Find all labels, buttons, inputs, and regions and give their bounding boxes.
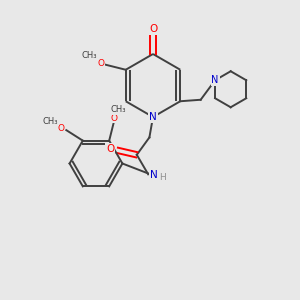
Text: CH₃: CH₃: [82, 52, 98, 61]
Text: N: N: [150, 170, 158, 180]
Text: O: O: [106, 144, 115, 154]
Text: N: N: [149, 112, 157, 122]
Text: CH₃: CH₃: [110, 105, 126, 114]
Text: H: H: [159, 173, 166, 182]
Text: O: O: [57, 124, 64, 134]
Text: O: O: [97, 59, 104, 68]
Text: CH₃: CH₃: [43, 117, 58, 126]
Text: O: O: [149, 24, 157, 34]
Text: N: N: [212, 75, 219, 85]
Text: O: O: [110, 114, 117, 123]
